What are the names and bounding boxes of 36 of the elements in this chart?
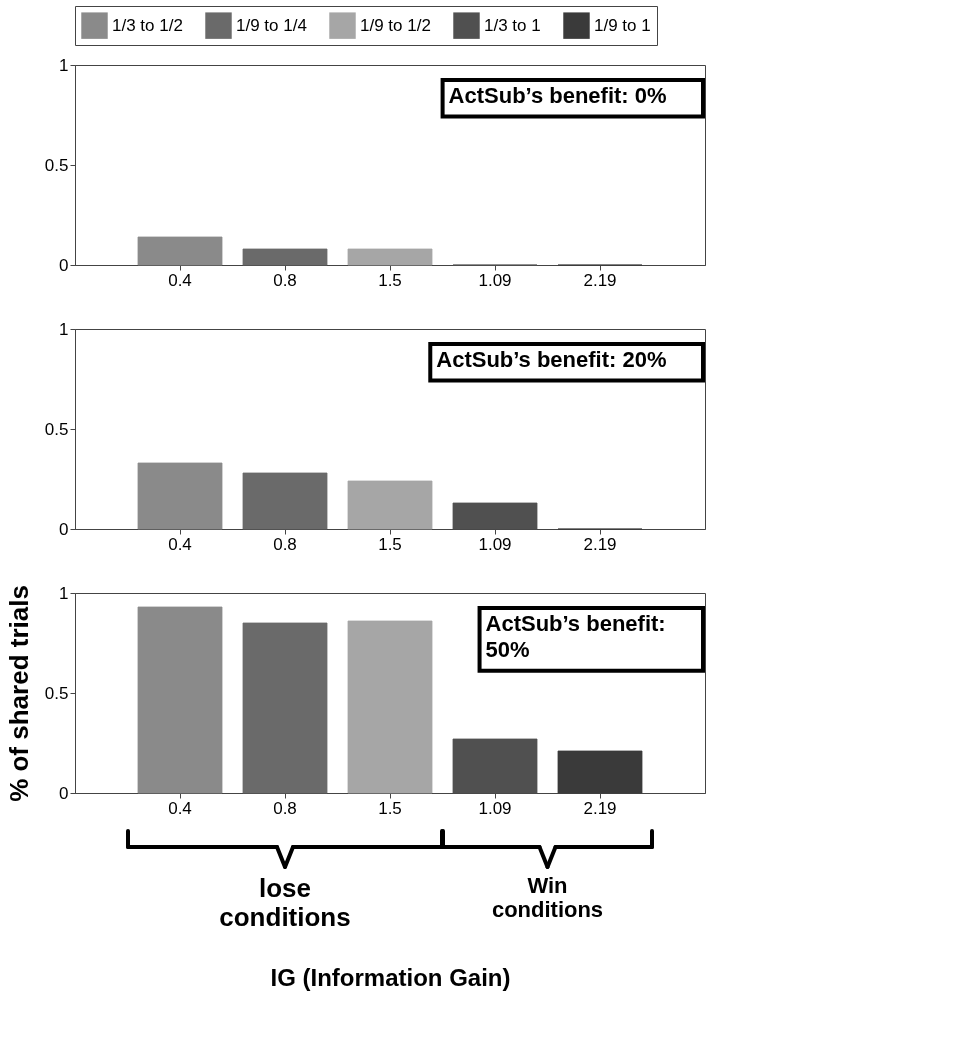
text: Win conditions: [491, 873, 604, 923]
x-tick-label: 1.5: [378, 270, 402, 290]
legend-label: 1/3 to 1/2: [112, 15, 183, 35]
x-tick-label: 0.8: [273, 798, 297, 818]
x-tick-label: 1.5: [378, 534, 402, 554]
x-tick-label: 2.19: [583, 270, 617, 290]
x-tick-label: 1.5: [378, 798, 402, 818]
x-tick-label: 1.09: [478, 270, 512, 290]
legend-label: 1/9 to 1/2: [360, 15, 431, 35]
annotation: ActSub’s benefit: 0%: [448, 83, 667, 108]
x-tick-label: 0.4: [168, 270, 192, 290]
x-tick-label: 0.8: [273, 270, 297, 290]
legend-label: 1/9 to 1/4: [236, 15, 307, 35]
y-tick-label: 0: [59, 255, 69, 275]
annotation: ActSub’s benefit: 50%: [485, 611, 666, 663]
y-tick-label: 0.5: [44, 683, 69, 703]
x-tick-label: 1.09: [478, 534, 512, 554]
x-tick-label: 1.09: [478, 798, 512, 818]
y-tick-label: 1: [59, 319, 69, 339]
legend-label: 1/9 to 1: [594, 15, 651, 35]
y-tick-label: 0: [59, 783, 69, 803]
x-tick-label: 0.4: [168, 534, 192, 554]
x-tick-label: 0.8: [273, 534, 297, 554]
x-tick-label: 0.4: [168, 798, 192, 818]
x-tick-label: 2.19: [583, 798, 617, 818]
y-tick-label: 1: [59, 55, 69, 75]
y-tick-label: 0.5: [44, 419, 69, 439]
y-axis-title: % of shared trials: [3, 585, 34, 802]
y-tick-label: 0: [59, 519, 69, 539]
x-tick-label: 2.19: [583, 534, 617, 554]
text: lose conditions: [219, 873, 351, 932]
y-tick-label: 0.5: [44, 155, 69, 175]
x-axis-title: IG (Information Gain): [270, 963, 511, 991]
legend-label: 1/3 to 1: [484, 15, 541, 35]
y-tick-label: 1: [59, 583, 69, 603]
annotation: ActSub’s benefit: 20%: [436, 347, 667, 372]
